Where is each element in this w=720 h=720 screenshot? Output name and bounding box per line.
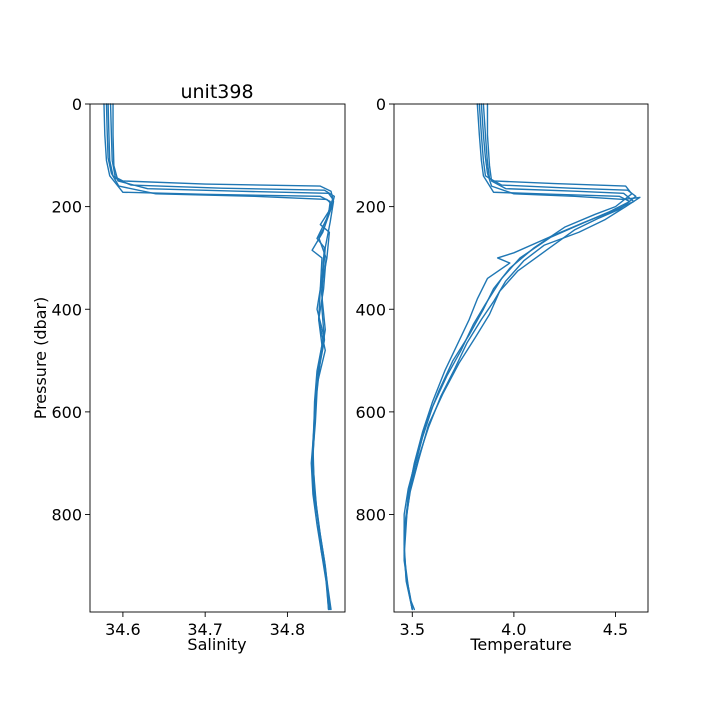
salinity-x-ticks: 34.6 34.7 34.8 (105, 612, 305, 639)
x-axis-label-salinity: Salinity (187, 635, 246, 654)
temperature-profiles (403, 103, 641, 611)
salinity-profiles (103, 103, 336, 611)
pressure-y-ticks-right: 0 200 400 600 800 (355, 95, 394, 525)
pressure-y-tick-label: 400 (51, 300, 82, 319)
pressure-y-tick-label: 600 (51, 403, 82, 422)
pressure-y-tick-label: 400 (355, 300, 386, 319)
pressure-y-tick-label: 0 (72, 95, 82, 114)
temperature-x-tick-label: 4.5 (603, 620, 628, 639)
temperature-panel: 3.5 4.0 4.5 0 200 400 600 800 Temperature (355, 95, 649, 654)
temperature-profile-line-2 (403, 103, 637, 611)
salinity-x-tick-label: 34.8 (270, 620, 306, 639)
pressure-y-tick-label: 0 (376, 95, 386, 114)
temperature-x-ticks: 3.5 4.0 4.5 (400, 612, 628, 639)
salinity-profile-line-4 (103, 103, 331, 611)
temperature-x-tick-label: 3.5 (400, 620, 425, 639)
temperature-profile-line-5 (403, 103, 641, 611)
salinity-profile-line-1 (107, 103, 335, 611)
temperature-x-tick-label: 4.0 (501, 620, 526, 639)
pressure-y-ticks-left: 0 200 400 600 800 (51, 95, 90, 525)
pressure-y-tick-label: 800 (51, 506, 82, 525)
salinity-profile-line-5 (105, 103, 333, 611)
salinity-axes-frame (89, 103, 346, 613)
pressure-y-tick-label: 200 (355, 198, 386, 217)
pressure-y-tick-label: 200 (51, 198, 82, 217)
salinity-profile-line-2 (109, 103, 336, 611)
temperature-axes-frame (393, 103, 649, 613)
pressure-y-tick-label: 800 (355, 506, 386, 525)
salinity-panel: unit398 34.6 34.7 34.8 0 200 400 600 800 Salin… (31, 81, 346, 654)
temperature-profile-line-1 (403, 103, 633, 611)
x-axis-label-temperature: Temperature (469, 635, 571, 654)
salinity-profile-line-3 (112, 103, 334, 611)
temperature-profile-line-4 (403, 103, 631, 611)
pressure-y-tick-label: 600 (355, 403, 386, 422)
salinity-x-tick-label: 34.6 (105, 620, 141, 639)
chart-title: unit398 (180, 81, 253, 103)
temperature-profile-line-3 (403, 103, 635, 611)
y-axis-label-pressure: Pressure (dbar) (31, 297, 50, 420)
salinity-x-tick-label: 34.7 (187, 620, 223, 639)
